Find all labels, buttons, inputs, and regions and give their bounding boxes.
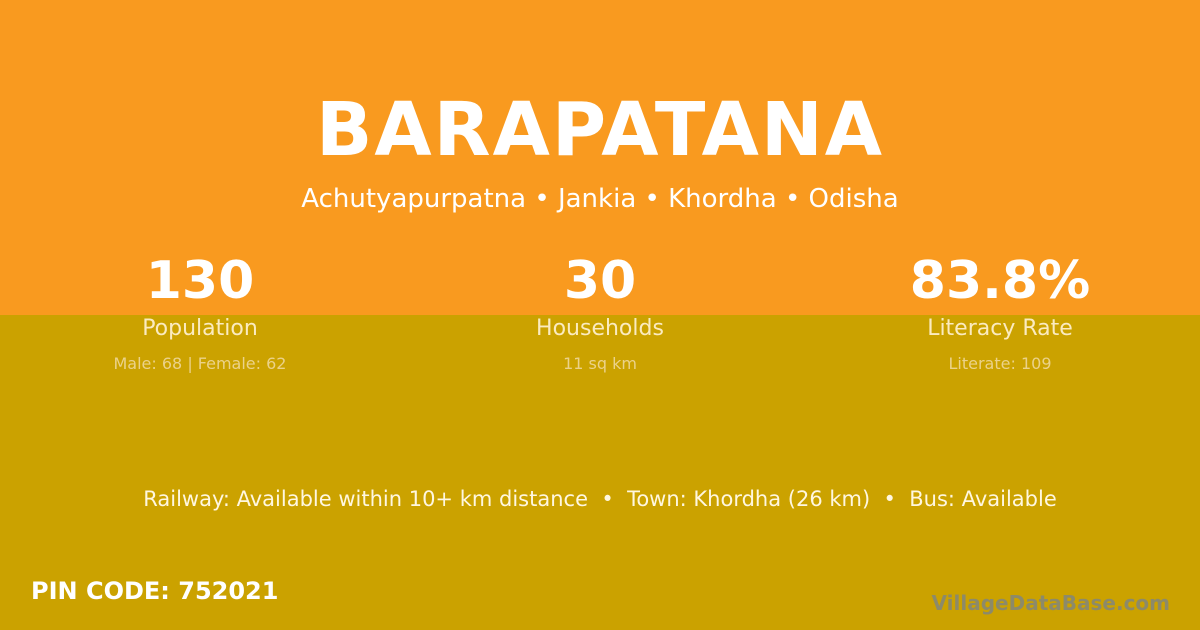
households-label: Households bbox=[536, 316, 664, 341]
literacy-value: 83.8% bbox=[909, 251, 1091, 311]
village-name: BARAPATANA bbox=[315, 87, 885, 173]
connectivity-info: Railway: Available within 10+ km distanc… bbox=[143, 487, 1057, 511]
population-label: Population bbox=[142, 316, 258, 341]
population-detail: Male: 68 | Female: 62 bbox=[113, 354, 287, 373]
pin-code: PIN CODE: 752021 bbox=[31, 577, 279, 605]
literacy-detail: Literate: 109 bbox=[948, 354, 1052, 373]
households-detail: 11 sq km bbox=[563, 354, 637, 373]
watermark-logo: VillageDataBase.com bbox=[931, 591, 1170, 615]
location-breadcrumb: Achutyapurpatna • Jankia • Khordha • Odi… bbox=[301, 184, 899, 214]
literacy-label: Literacy Rate bbox=[927, 316, 1073, 341]
households-value: 30 bbox=[563, 251, 637, 311]
header-band bbox=[0, 0, 1200, 315]
population-value: 130 bbox=[145, 251, 255, 311]
